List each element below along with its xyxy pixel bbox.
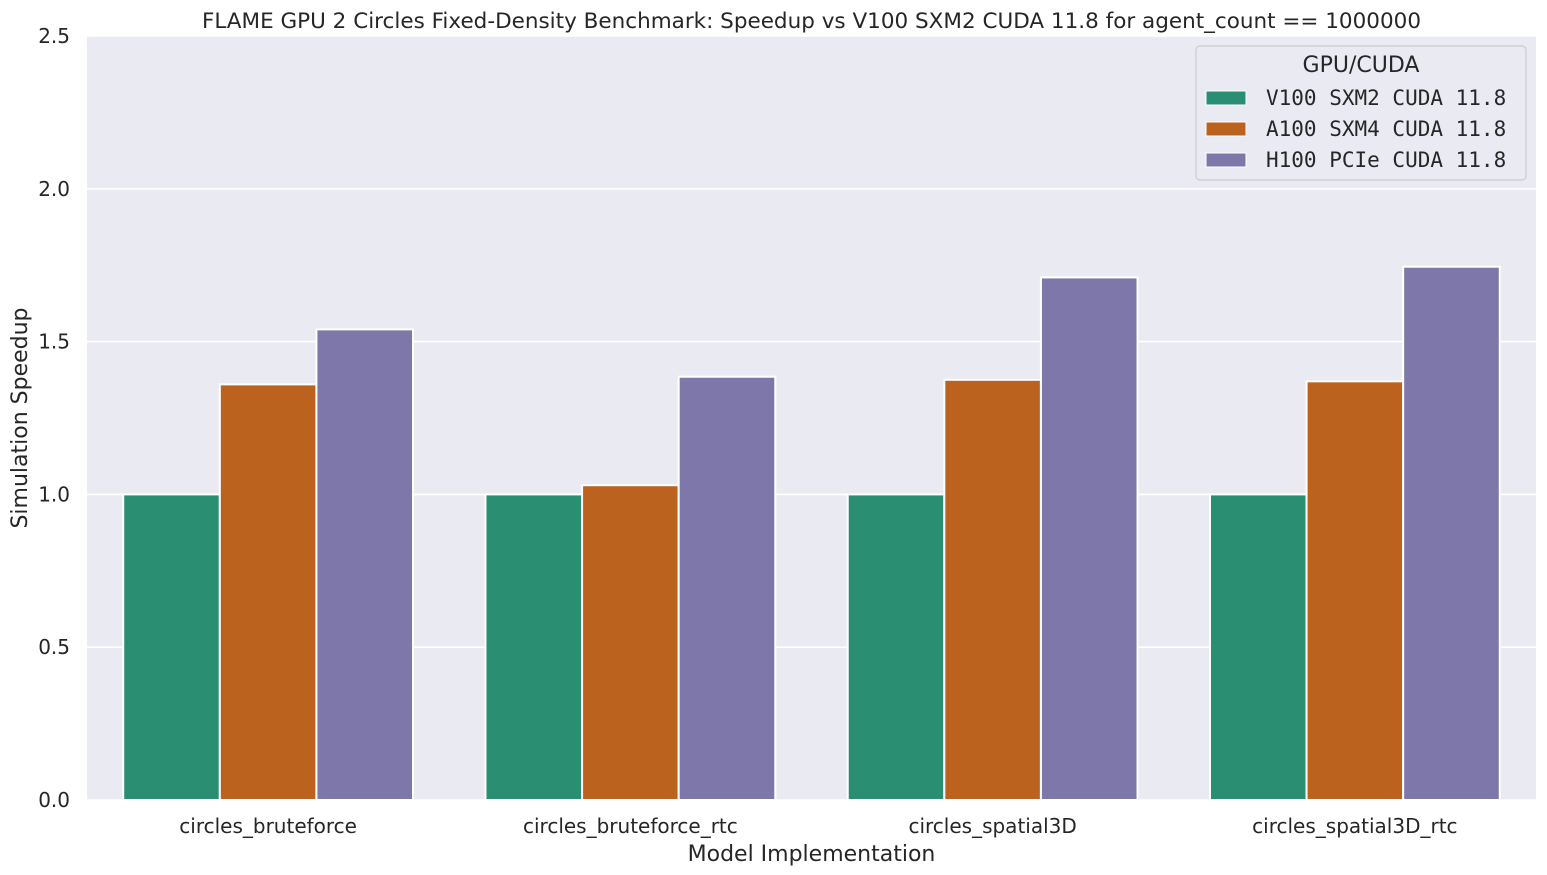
y-tick-label: 1.5 [38,330,70,354]
bar [677,375,777,801]
legend-entry-label: A100 SXM4 CUDA 11.8 [1266,117,1506,141]
x-tick-label: circles_bruteforce_rtc [523,814,738,838]
legend-swatch [1205,121,1247,137]
x-tick-label: circles_spatial3D [908,814,1076,838]
bar [122,493,221,801]
bar [1402,265,1501,801]
bar [846,493,946,801]
legend-swatch [1205,152,1247,168]
y-tick-labels: 0.0 0.5 1.0 1.5 2.0 2.5 [38,24,70,812]
legend-box [1195,45,1527,181]
y-axis-label: Simulation Speedup [8,307,33,528]
x-tick-labels: circles_bruteforce circles_bruteforce_rtc… [179,814,1457,838]
legend: GPU/CUDA V100 SXM2 CUDA 11.8 A100 SXM4 CU… [1195,45,1527,181]
legend-entry-label: V100 SXM2 CUDA 11.8 [1266,86,1506,110]
bar [581,484,680,801]
bar [1208,493,1308,801]
bar [484,493,584,801]
legend-swatch [1205,90,1247,106]
y-tick-label: 1.0 [38,482,70,506]
x-axis-label: Model Implementation [688,842,936,867]
y-tick-label: 2.0 [38,177,70,201]
bar [218,383,318,801]
legend-entry-label: H100 PCIe CUDA 11.8 [1266,148,1506,172]
bar [1305,380,1405,801]
bar [1039,276,1139,801]
chart-title: FLAME GPU 2 Circles Fixed-Density Benchm… [202,9,1421,34]
bars [122,265,1501,801]
x-tick-label: circles_bruteforce [179,814,357,838]
y-tick-label: 2.5 [38,24,70,48]
legend-title: GPU/CUDA [1303,53,1420,78]
y-tick-label: 0.5 [38,635,70,659]
x-tick-label: circles_spatial3D_rtc [1252,814,1457,838]
bar [315,328,415,801]
y-tick-label: 0.0 [38,788,70,812]
bar [943,378,1042,801]
